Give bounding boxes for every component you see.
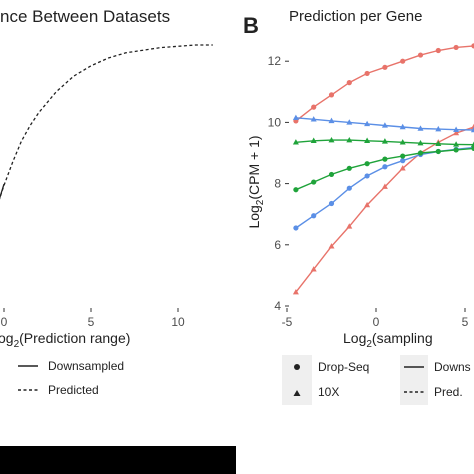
b-point-triangle-blue: [346, 119, 353, 125]
b-point-triangle-red: [346, 223, 353, 229]
b-ytick-label: 6: [274, 238, 281, 252]
b-point-circle-green: [328, 171, 335, 178]
b-xtick-label: 5: [462, 315, 469, 329]
panel-a-xticks: 0 5 10: [1, 308, 185, 329]
b-point-triangle-red: [399, 165, 406, 171]
b-point-circle-green: [400, 153, 406, 159]
legend-shape-key-bg: [282, 355, 312, 405]
b-point-triangle-red: [381, 183, 388, 189]
a-xtick-label: 0: [1, 315, 8, 329]
b-point-circle-blue: [346, 185, 352, 191]
b-point-circle-blue: [400, 158, 406, 164]
b-point-triangle-green: [346, 136, 353, 143]
b-point-circle-red: [471, 43, 474, 49]
b-point-triangle-red: [328, 243, 335, 249]
panel-b-legend: Drop-Seq 10X Downs Pred.: [282, 355, 471, 405]
b-point-triangle-green: [292, 139, 299, 145]
b-point-triangle-green: [435, 140, 442, 147]
b-ytick-label: 10: [268, 115, 282, 129]
panel-b-letter: B: [243, 13, 259, 38]
b-point-circle-red: [453, 44, 459, 51]
b-point-triangle-blue: [381, 122, 388, 128]
b-point-triangle-blue: [399, 123, 406, 130]
b-point-circle-green: [382, 156, 388, 162]
b-point-triangle-green: [399, 139, 406, 145]
b-ytick-label: 8: [274, 177, 281, 191]
a-downsampled-line: [0, 183, 5, 200]
b-point-triangle-green: [310, 137, 317, 143]
panel-b-ylabel: Log2(CPM + 1): [246, 135, 266, 228]
b-point-circle-blue: [382, 164, 388, 170]
b-point-triangle-blue: [328, 117, 335, 124]
b-point-circle-red: [346, 80, 352, 86]
legend-line-key-bg: [400, 355, 428, 405]
panel-a-title: nce Between Datasets: [0, 7, 170, 26]
b-point-circle-red: [311, 104, 317, 110]
b-point-triangle-green: [470, 141, 474, 147]
panel-b-axes: 4 6 8 10 12 -5 0 5: [268, 54, 469, 329]
b-point-triangle-blue: [364, 120, 371, 127]
a-xtick-label: 10: [171, 315, 185, 329]
b-point-circle-blue: [364, 173, 370, 179]
b-point-circle-red: [364, 70, 370, 77]
b-point-triangle-blue: [470, 126, 474, 133]
b-point-triangle-green: [328, 136, 335, 143]
b-point-circle-green: [453, 147, 459, 153]
legend-triangle-marker: [293, 390, 301, 396]
b-point-circle-green: [293, 187, 299, 193]
b-point-triangle-green: [417, 140, 424, 146]
b-point-triangle-red: [310, 266, 317, 272]
legend-downs-label: Downs: [434, 360, 471, 374]
b-point-triangle-red: [364, 201, 371, 208]
a-xtick-label: 5: [88, 315, 95, 329]
legend-tenx-label: 10X: [318, 385, 339, 399]
panel-a-lines: [0, 44, 213, 200]
b-point-triangle-green: [381, 138, 388, 144]
b-xtick-label: 0: [373, 315, 380, 329]
b-point-circle-blue: [311, 213, 317, 219]
b-point-circle-green: [417, 150, 424, 156]
b-point-triangle-red: [453, 129, 460, 136]
panel-b-xlabel: Log2(sampling: [343, 330, 433, 350]
legend-pred-label: Pred.: [434, 385, 463, 399]
b-point-circle-red: [400, 58, 406, 64]
b-ytick-label: 12: [268, 54, 282, 68]
b-point-triangle-blue: [292, 114, 299, 121]
panel-b-title: Prediction per Gene: [289, 8, 422, 25]
b-ytick-label: 4: [274, 299, 281, 313]
panel-a: nce Between Datasets 0 5 10 og2(Prediction…: [0, 7, 213, 397]
b-point-circle-green: [311, 179, 317, 185]
b-point-circle-blue: [293, 225, 299, 231]
panel-b: B Prediction per Gene 4 6 8 10 12 -5 0 5 Log2(C…: [243, 8, 474, 405]
b-point-circle-blue: [328, 200, 335, 207]
b-point-triangle-green: [453, 141, 460, 147]
b-point-triangle-blue: [417, 125, 424, 131]
b-point-circle-green: [435, 148, 441, 155]
b-point-triangle-red: [470, 123, 474, 130]
legend-predicted-label: Predicted: [48, 383, 99, 397]
b-point-circle-green: [471, 145, 474, 152]
panel-a-xlabel: og2(Prediction range): [0, 330, 130, 350]
b-point-circle-green: [364, 161, 370, 167]
legend-downsampled-label: Downsampled: [48, 359, 124, 373]
b-point-circle-red: [382, 64, 388, 70]
bottom-black-bar: [0, 446, 236, 474]
a-predicted-line: [0, 44, 213, 200]
b-point-circle-red: [328, 92, 335, 98]
panel-b-lines: [292, 43, 474, 295]
legend-dropseq-label: Drop-Seq: [318, 360, 369, 374]
b-observed-line-red: [295, 45, 474, 122]
panel-a-legend: Downsampled Predicted: [18, 359, 124, 397]
b-point-circle-red: [417, 52, 424, 58]
b-point-triangle-blue: [310, 116, 317, 122]
b-point-circle-red: [435, 47, 441, 54]
b-point-triangle-blue: [453, 126, 460, 132]
b-point-triangle-blue: [435, 125, 442, 132]
b-xtick-label: -5: [282, 315, 293, 329]
b-point-triangle-red: [292, 289, 299, 295]
legend-circle-marker: [294, 364, 300, 370]
b-point-triangle-green: [364, 137, 371, 143]
b-point-circle-green: [346, 165, 352, 171]
